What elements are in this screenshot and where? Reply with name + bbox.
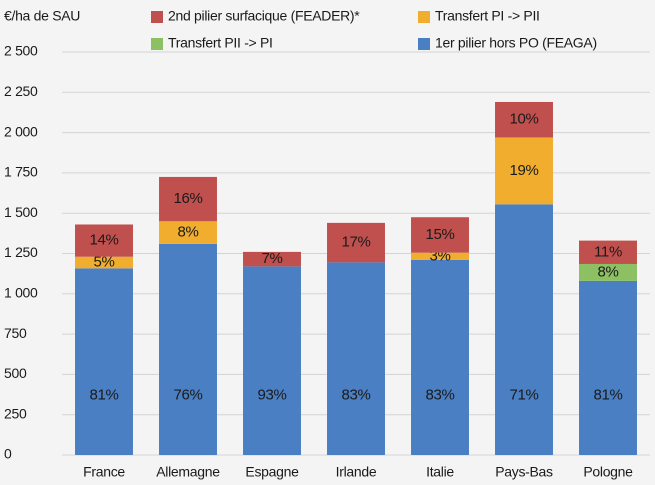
y-tick-label: 2 000 xyxy=(4,123,38,139)
x-tick-label: France xyxy=(83,464,125,480)
data-label: 5% xyxy=(93,253,114,270)
data-label: 83% xyxy=(341,386,370,403)
legend-swatch xyxy=(418,38,430,50)
bar-segment xyxy=(243,266,301,455)
y-tick-label: 750 xyxy=(4,325,27,341)
data-label: 93% xyxy=(257,386,286,403)
x-tick-label: Pologne xyxy=(583,464,633,480)
y-axis-title: €/ha de SAU xyxy=(4,8,80,24)
bar-segment xyxy=(411,259,469,455)
x-tick-label: Pays-Bas xyxy=(495,464,553,480)
data-label: 15% xyxy=(425,226,454,243)
data-label: 14% xyxy=(89,232,118,249)
bar-segment xyxy=(579,263,637,281)
bar-segment xyxy=(159,176,217,222)
bar-segment xyxy=(579,280,637,455)
y-tick-label: 500 xyxy=(4,365,27,381)
bar-segment xyxy=(579,240,637,264)
bar-segment xyxy=(327,262,385,455)
data-label: 8% xyxy=(177,224,198,241)
bar-segment xyxy=(495,204,553,455)
x-tick-label: Irlande xyxy=(336,464,377,480)
data-label: 8% xyxy=(597,263,618,280)
y-tick-label: 1 750 xyxy=(4,164,38,180)
legend-swatch xyxy=(418,11,430,23)
bar-segment xyxy=(411,217,469,253)
y-tick-label: 2 500 xyxy=(4,43,38,59)
legend-label: Transfert PII -> PI xyxy=(168,35,273,51)
legend-label: 2nd pilier surfacique (FEADER)* xyxy=(168,8,360,24)
data-label: 83% xyxy=(425,386,454,403)
y-tick-label: 2 250 xyxy=(4,83,38,99)
data-label: 81% xyxy=(593,386,622,403)
legend-label: 1er pilier hors PO (FEAGA) xyxy=(435,35,597,51)
data-label: 71% xyxy=(509,386,538,403)
data-label: 19% xyxy=(509,162,538,179)
data-label: 81% xyxy=(89,386,118,403)
bar-segment xyxy=(75,268,133,455)
bar-segment xyxy=(159,243,217,455)
bar-segment xyxy=(159,221,217,244)
y-tick-label: 1 500 xyxy=(4,204,38,220)
bar-segment xyxy=(495,137,553,205)
x-tick-label: Allemagne xyxy=(156,464,220,480)
bar-segment xyxy=(327,222,385,263)
y-tick-label: 1 000 xyxy=(4,285,38,301)
legend-swatch xyxy=(151,38,163,50)
data-label: 76% xyxy=(173,386,202,403)
data-label: 16% xyxy=(173,190,202,207)
x-tick-label: Espagne xyxy=(245,464,299,480)
x-tick-label: Italie xyxy=(426,464,454,480)
data-label: 17% xyxy=(341,234,370,251)
data-label: 7% xyxy=(261,250,282,267)
bar-segment xyxy=(411,252,469,260)
data-label: 10% xyxy=(509,111,538,128)
legend-swatch xyxy=(151,11,163,23)
bar-segment xyxy=(75,256,133,269)
y-tick-label: 250 xyxy=(4,405,27,421)
legend-label: Transfert PI -> PII xyxy=(435,8,540,24)
data-label: 11% xyxy=(594,243,622,260)
bar-segment xyxy=(243,251,301,267)
bar-segment xyxy=(75,224,133,257)
y-tick-label: 0 xyxy=(4,446,12,462)
bar-segment xyxy=(495,101,553,138)
y-tick-label: 1 250 xyxy=(4,244,38,260)
